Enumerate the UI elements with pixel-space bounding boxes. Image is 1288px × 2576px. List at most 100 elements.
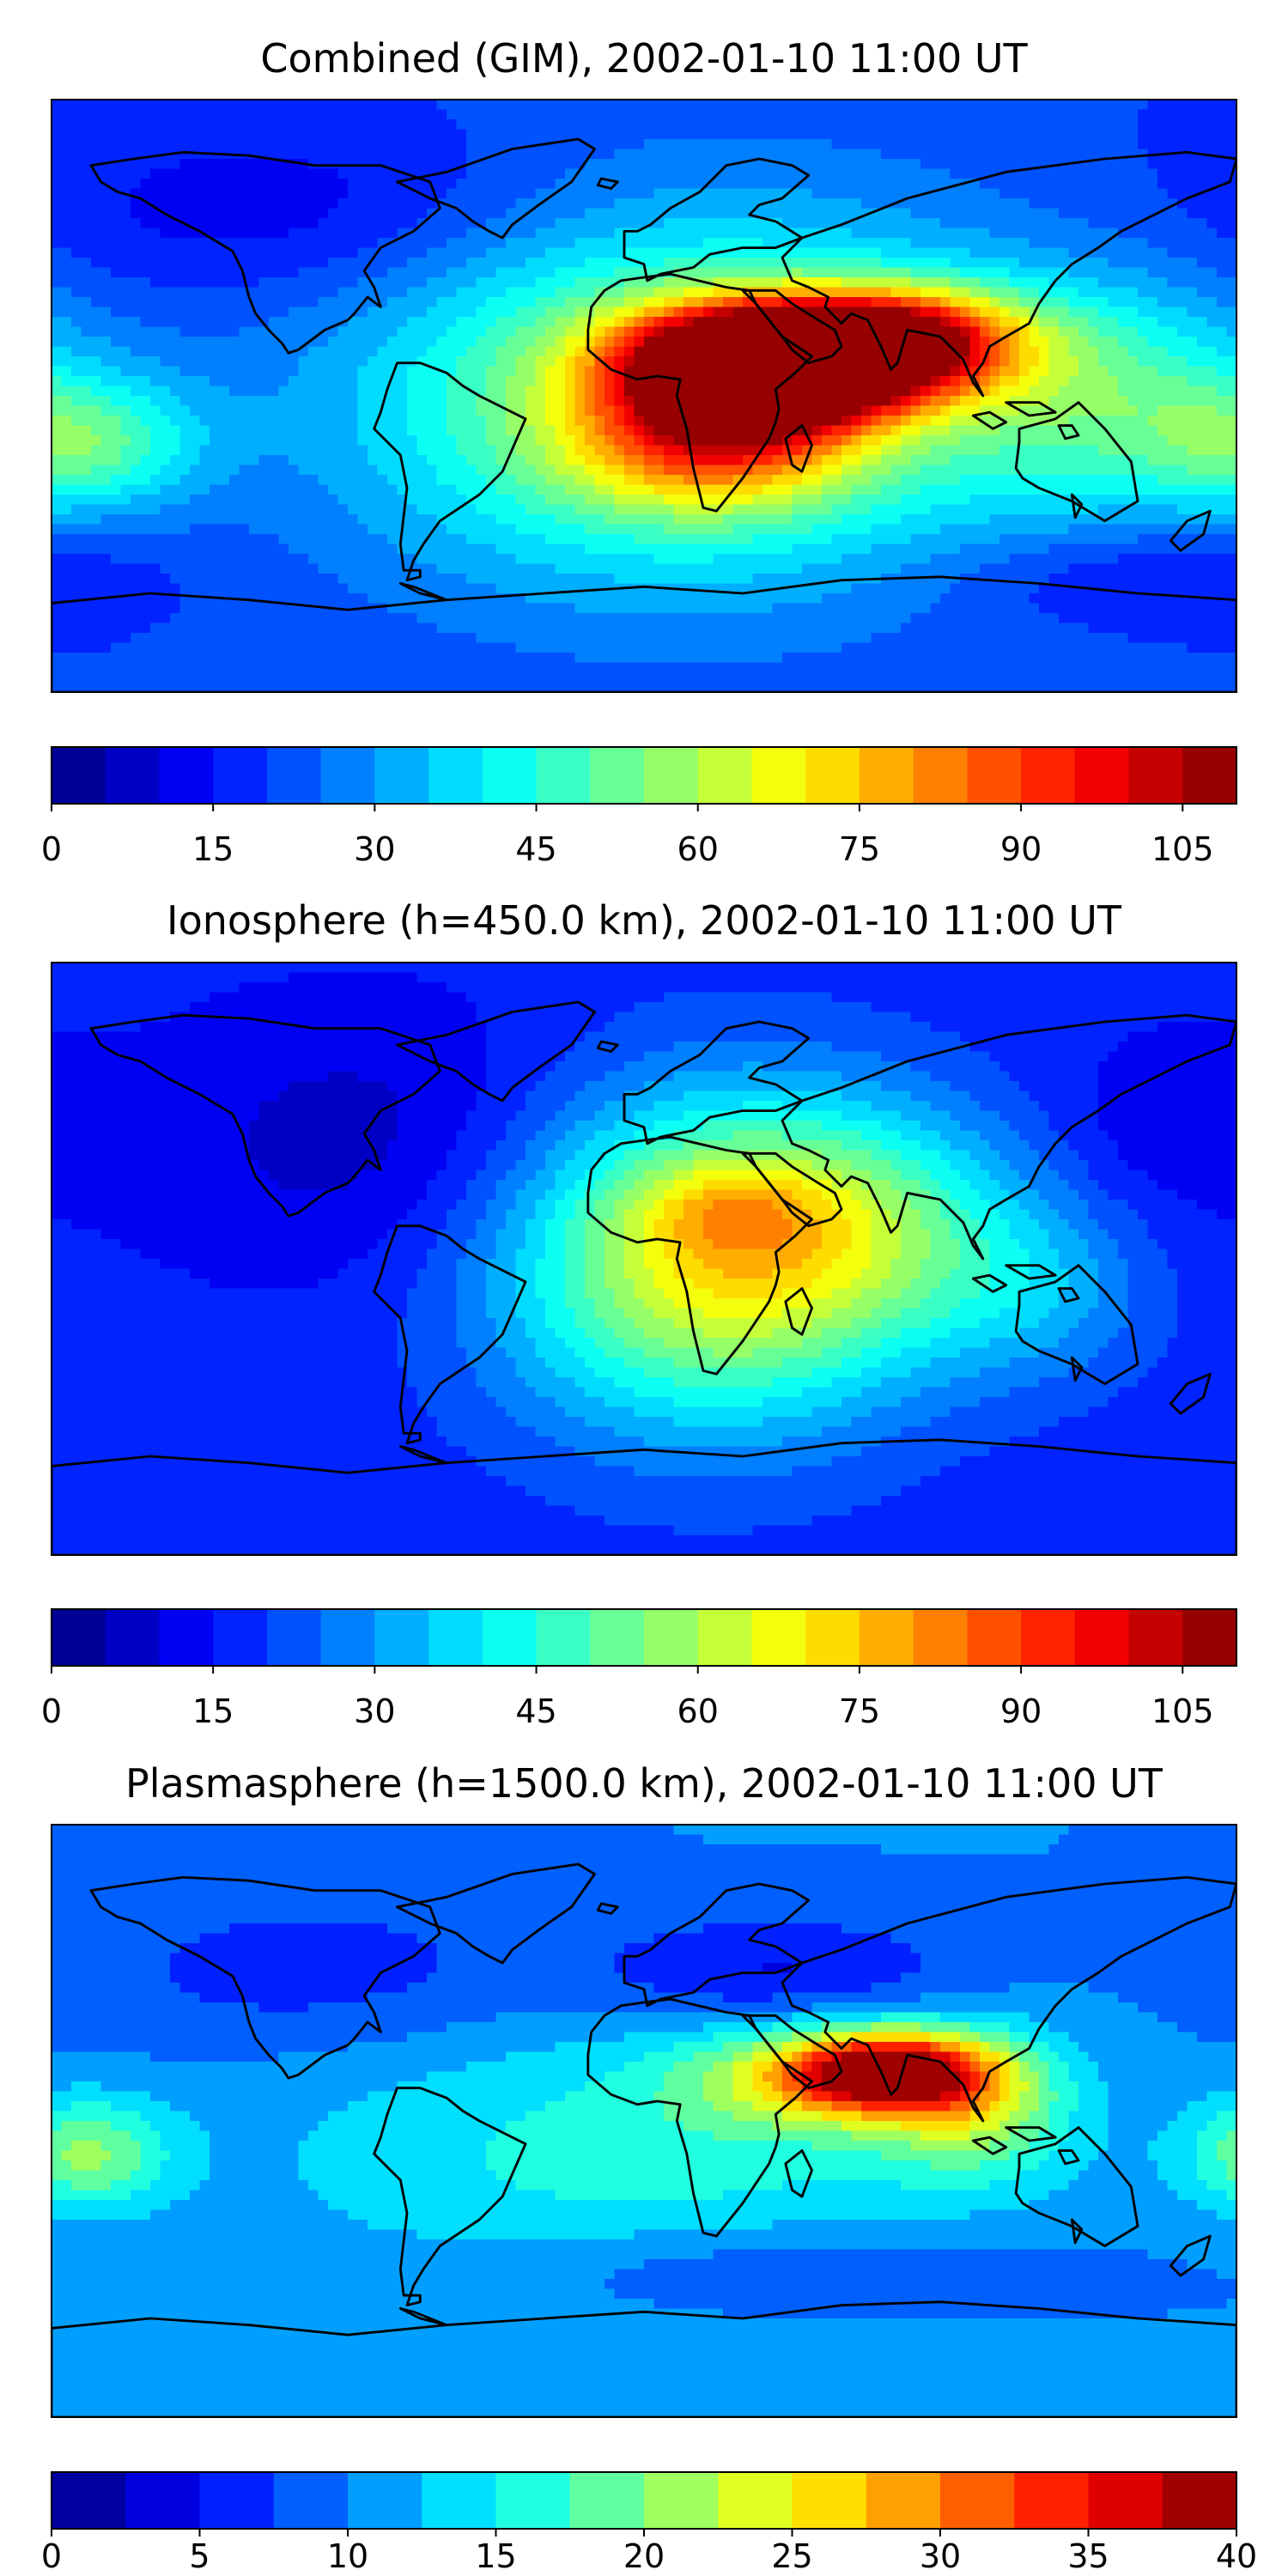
colorbar-segment <box>213 747 268 804</box>
colorbar-tick-label: 90 <box>1000 1692 1042 1730</box>
colorbar-segment <box>428 1609 483 1666</box>
colorbar-segment <box>590 747 645 804</box>
colorbar-segment <box>913 1609 968 1666</box>
colorbar-segment <box>1021 747 1076 804</box>
panel-plasmasphere: Plasmasphere (h=1500.0 km), 2002-01-10 1… <box>41 1760 1257 2575</box>
colorbar-segment <box>52 2472 126 2529</box>
colorbar-segment <box>1014 2472 1090 2529</box>
colorbar-tick-label: 25 <box>771 2537 812 2575</box>
colorbar-segment <box>1088 2472 1163 2529</box>
colorbar-tick-label: 30 <box>920 2537 961 2575</box>
colorbar-tick-label: 15 <box>192 830 234 868</box>
colorbar-segment <box>751 1609 806 1666</box>
colorbar-tick-label: 20 <box>623 2537 665 2575</box>
colorbar-segment <box>805 747 860 804</box>
colorbar-segment <box>859 747 914 804</box>
colorbar-segment <box>348 2472 422 2529</box>
colorbar-segment <box>1074 1609 1130 1666</box>
colorbar-segment <box>536 1609 591 1666</box>
colorbar-tick-label: 75 <box>839 830 880 868</box>
colorbar-segment <box>967 1609 1022 1666</box>
colorbar-segment <box>536 747 591 804</box>
plot-frame <box>51 1824 1237 2418</box>
colorbar-segment <box>1162 2472 1237 2529</box>
field-layer <box>52 1825 1236 2417</box>
colorbar-segment <box>1074 747 1130 804</box>
colorbar-tick-label: 0 <box>41 1692 62 1730</box>
colorbar-segment <box>159 747 214 804</box>
colorbar-segment <box>644 1609 699 1666</box>
colorbar-segment <box>940 2472 1015 2529</box>
colorbar-segment <box>1128 1609 1183 1666</box>
colorbar-tick-label: 105 <box>1151 1692 1214 1730</box>
colorbar-segment <box>428 747 483 804</box>
colorbar-segment <box>805 1609 860 1666</box>
colorbar-tick-label: 60 <box>677 1692 719 1730</box>
colorbar-segment <box>792 2472 867 2529</box>
colorbar-tick-label: 45 <box>515 830 556 868</box>
colorbar-segment <box>199 2472 275 2529</box>
chart-title: Plasmasphere (h=1500.0 km), 2002-01-10 1… <box>125 1760 1163 1807</box>
colorbar-segment <box>967 747 1022 804</box>
colorbar-tick-label: 75 <box>839 1692 880 1730</box>
colorbar-segment <box>697 747 753 804</box>
colorbar-segment <box>105 747 161 804</box>
colorbar-segment <box>320 747 375 804</box>
colorbar-tick-label: 5 <box>189 2537 210 2575</box>
colorbar: 0 5 10 15 20 25 30 35 40 <box>41 2471 1257 2575</box>
colorbar-segment <box>751 747 806 804</box>
plot-frame <box>51 99 1237 693</box>
colorbar-segment <box>482 1609 538 1666</box>
colorbar-segment <box>495 2472 571 2529</box>
colorbar-segment <box>644 2472 719 2529</box>
colorbar-segment <box>159 1609 214 1666</box>
colorbar-segment <box>266 747 322 804</box>
colorbar-tick-label: 0 <box>41 830 62 868</box>
colorbar-segment <box>266 1609 322 1666</box>
colorbar-segment <box>590 1609 645 1666</box>
colorbar-tick-label: 45 <box>515 1692 556 1730</box>
colorbar-segment <box>859 1609 914 1666</box>
colorbar-segment <box>422 2472 497 2529</box>
colorbar-segment <box>105 1609 161 1666</box>
colorbar-segment <box>644 747 699 804</box>
colorbar-tick-label: 105 <box>1151 830 1214 868</box>
colorbar-segment <box>569 2472 645 2529</box>
colorbar-tick-label: 30 <box>354 830 395 868</box>
colorbar-tick-label: 90 <box>1000 830 1042 868</box>
chart-title: Ionosphere (h=450.0 km), 2002-01-10 11:0… <box>167 897 1122 944</box>
chart-title: Combined (GIM), 2002-01-10 11:00 UT <box>260 35 1028 82</box>
panel-ionosphere: Ionosphere (h=450.0 km), 2002-01-10 11:0… <box>41 897 1237 1730</box>
colorbar-segment <box>1182 747 1237 804</box>
colorbar-segment <box>374 1609 429 1666</box>
colorbar-frame <box>51 746 1237 805</box>
colorbar-segment <box>52 747 106 804</box>
colorbar-segment <box>913 747 968 804</box>
colorbar: 0 15 30 45 60 75 90 105 <box>41 746 1237 868</box>
colorbar-tick-label: 15 <box>475 2537 516 2575</box>
colorbar-segment <box>273 2472 349 2529</box>
colorbar-segment <box>697 1609 753 1666</box>
map-plot-area <box>52 100 1236 692</box>
field-layer <box>52 100 1236 692</box>
map-plot-area <box>52 963 1236 1555</box>
colorbar-frame <box>51 1608 1237 1667</box>
colorbar-segment <box>213 1609 268 1666</box>
colorbar-tick-label: 35 <box>1067 2537 1109 2575</box>
colorbar-segment <box>1128 747 1183 804</box>
colorbar-segment <box>482 747 538 804</box>
colorbar-tick-label: 40 <box>1216 2537 1257 2575</box>
colorbar-tick-label: 15 <box>192 1692 234 1730</box>
panel-combined: Combined (GIM), 2002-01-10 11:00 UT 0 15 3… <box>41 35 1237 868</box>
field-layer <box>52 963 1236 1555</box>
colorbar-segment <box>125 2472 201 2529</box>
colorbar-segment <box>718 2472 793 2529</box>
colorbar-tick-label: 60 <box>677 830 719 868</box>
colorbar-segment <box>1182 1609 1237 1666</box>
colorbar-segment <box>320 1609 375 1666</box>
colorbar-segment <box>1021 1609 1076 1666</box>
colorbar-tick-label: 0 <box>41 2537 62 2575</box>
plot-frame <box>51 962 1237 1556</box>
map-plot-area <box>52 1825 1236 2417</box>
